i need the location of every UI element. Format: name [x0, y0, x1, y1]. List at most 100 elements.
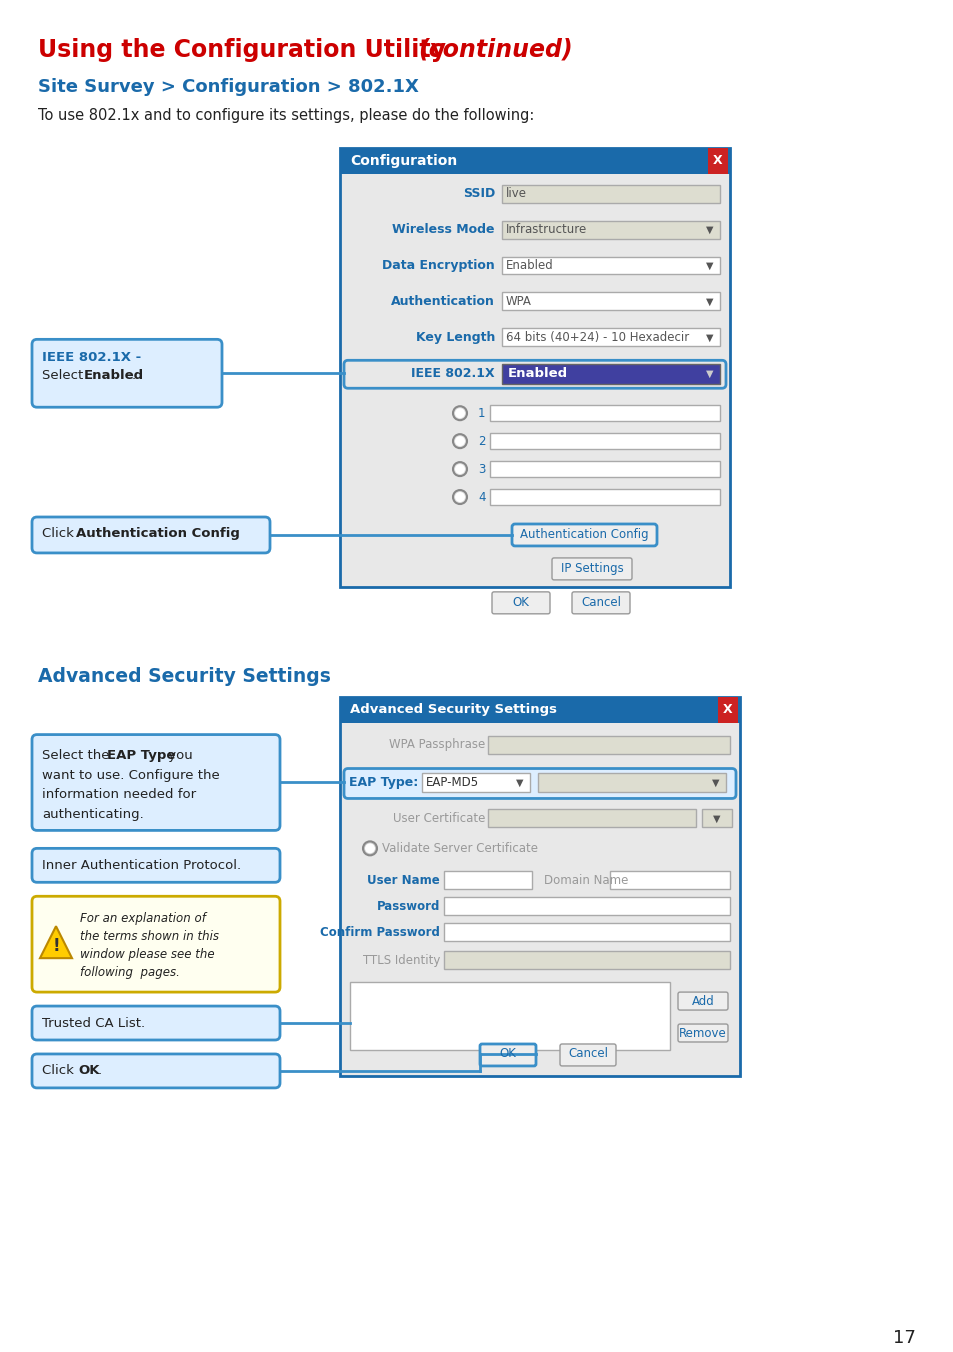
Text: Click: Click	[42, 1064, 78, 1078]
Text: X: X	[722, 703, 732, 717]
Text: Click: Click	[42, 527, 78, 539]
Text: Enabled: Enabled	[507, 366, 568, 380]
Bar	[609, 871, 729, 890]
Bar	[501, 185, 720, 203]
Circle shape	[453, 434, 467, 448]
Text: ▼: ▼	[705, 333, 713, 342]
Text: Trusted CA List.: Trusted CA List.	[42, 1017, 145, 1029]
Text: Password: Password	[376, 899, 439, 913]
Circle shape	[453, 489, 467, 504]
FancyBboxPatch shape	[32, 516, 270, 553]
Text: IP Settings: IP Settings	[560, 562, 622, 576]
FancyBboxPatch shape	[344, 768, 735, 799]
Text: 3: 3	[477, 462, 485, 476]
Bar	[488, 735, 729, 753]
Text: live: live	[505, 187, 526, 200]
Text: Key Length: Key Length	[416, 331, 495, 343]
Text: Site Survey > Configuration > 802.1X: Site Survey > Configuration > 802.1X	[38, 78, 418, 96]
Text: OK: OK	[78, 1064, 99, 1078]
Text: User Certificate: User Certificate	[393, 813, 484, 825]
FancyBboxPatch shape	[572, 592, 629, 614]
Text: SSID: SSID	[462, 187, 495, 200]
Text: User Name: User Name	[367, 873, 439, 887]
Text: Select the: Select the	[42, 749, 113, 761]
Text: Authentication Config: Authentication Config	[519, 529, 648, 541]
FancyBboxPatch shape	[32, 896, 280, 992]
Text: .: .	[132, 369, 136, 383]
Bar	[501, 292, 720, 311]
Text: Authentication Config: Authentication Config	[76, 527, 239, 539]
Text: the terms shown in this: the terms shown in this	[80, 930, 219, 944]
Bar	[501, 220, 720, 238]
Text: EAP Type: EAP Type	[107, 749, 175, 761]
Bar	[488, 810, 696, 827]
Text: OK: OK	[499, 1048, 516, 1060]
Text: OK: OK	[512, 596, 529, 610]
Bar	[707, 147, 727, 173]
Text: Infrastructure: Infrastructure	[505, 223, 587, 237]
Text: Validate Server Certificate: Validate Server Certificate	[381, 842, 537, 854]
Bar	[501, 364, 720, 384]
Text: Enabled: Enabled	[505, 260, 553, 272]
Text: 17: 17	[892, 1329, 915, 1348]
FancyBboxPatch shape	[32, 1006, 280, 1040]
Bar	[501, 257, 720, 274]
FancyBboxPatch shape	[479, 1044, 536, 1065]
Text: IEEE 802.1X: IEEE 802.1X	[411, 366, 495, 380]
Bar	[339, 696, 740, 1076]
Bar	[350, 982, 669, 1051]
Text: 4: 4	[477, 491, 485, 503]
Bar	[339, 147, 729, 587]
Text: .: .	[98, 1064, 102, 1078]
Text: (continued): (continued)	[417, 38, 572, 62]
Text: Confirm Password: Confirm Password	[320, 926, 439, 938]
Text: IEEE 802.1X -: IEEE 802.1X -	[42, 352, 141, 364]
Circle shape	[455, 464, 464, 475]
Circle shape	[453, 406, 467, 420]
Text: Authentication: Authentication	[391, 295, 495, 308]
FancyBboxPatch shape	[492, 592, 550, 614]
FancyBboxPatch shape	[32, 848, 280, 883]
FancyBboxPatch shape	[32, 339, 222, 407]
Text: ▼: ▼	[712, 777, 719, 787]
Circle shape	[453, 462, 467, 476]
Bar	[490, 406, 720, 422]
Bar	[443, 871, 532, 890]
Circle shape	[363, 841, 376, 856]
FancyBboxPatch shape	[32, 734, 280, 830]
Text: Select: Select	[42, 369, 88, 383]
Text: WPA Passphrase: WPA Passphrase	[388, 738, 484, 752]
Bar	[339, 147, 729, 173]
Text: you: you	[164, 749, 193, 761]
Text: WPA: WPA	[505, 295, 532, 308]
FancyBboxPatch shape	[512, 525, 657, 546]
Text: ▼: ▼	[705, 296, 713, 307]
Text: ▼: ▼	[705, 368, 713, 379]
Bar	[443, 952, 729, 969]
Text: Data Encryption: Data Encryption	[382, 260, 495, 272]
Text: information needed for: information needed for	[42, 788, 196, 802]
Text: EAP Type:: EAP Type:	[349, 776, 417, 790]
Text: ▼: ▼	[713, 814, 720, 823]
Text: Using the Configuration Utility: Using the Configuration Utility	[38, 38, 454, 62]
Text: 1: 1	[477, 407, 485, 419]
Text: 2: 2	[477, 434, 485, 448]
Bar	[490, 461, 720, 477]
Text: X: X	[713, 154, 722, 168]
Text: Advanced Security Settings: Advanced Security Settings	[350, 703, 557, 717]
Text: For an explanation of: For an explanation of	[80, 913, 206, 925]
Text: ▼: ▼	[705, 261, 713, 270]
Bar	[701, 810, 731, 827]
Bar	[490, 489, 720, 506]
Bar	[421, 772, 530, 792]
Text: To use 802.1x and to configure its settings, please do the following:: To use 802.1x and to configure its setti…	[38, 108, 534, 123]
Text: Enabled: Enabled	[84, 369, 144, 383]
Text: 64 bits (40+24) - 10 Hexadecir: 64 bits (40+24) - 10 Hexadecir	[505, 331, 688, 343]
FancyBboxPatch shape	[32, 1055, 280, 1088]
Circle shape	[365, 844, 375, 853]
Text: Cancel: Cancel	[567, 1048, 607, 1060]
Text: Configuration: Configuration	[350, 154, 456, 168]
Text: Cancel: Cancel	[580, 596, 620, 610]
Bar	[718, 696, 738, 722]
Circle shape	[455, 492, 464, 502]
